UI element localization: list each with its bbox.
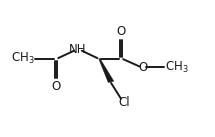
Text: NH: NH [69, 43, 86, 56]
Text: CH$_3$: CH$_3$ [165, 59, 189, 75]
Text: O: O [138, 61, 147, 74]
Text: CH$_3$: CH$_3$ [11, 51, 34, 66]
Text: O: O [116, 25, 126, 38]
Polygon shape [99, 58, 114, 82]
Text: O: O [51, 80, 61, 93]
Text: Cl: Cl [118, 96, 130, 109]
